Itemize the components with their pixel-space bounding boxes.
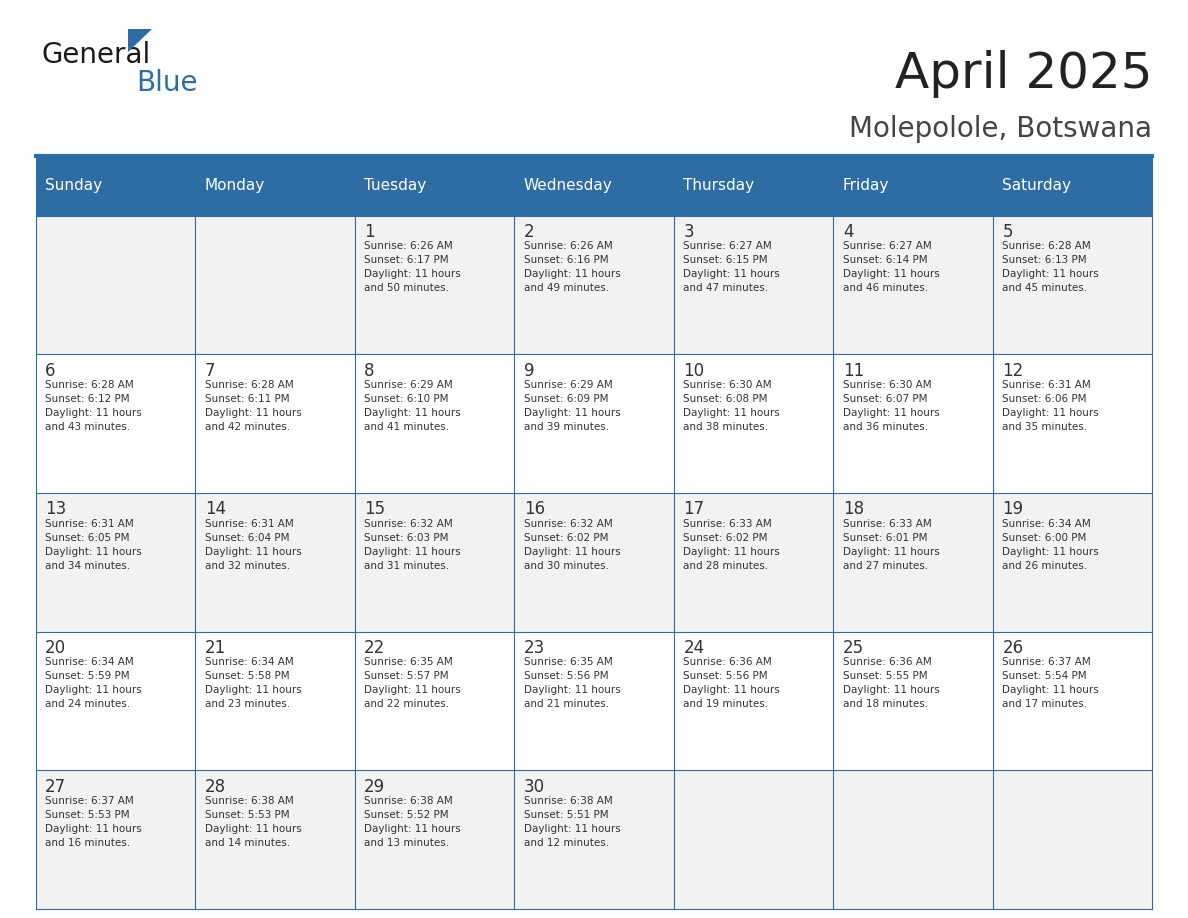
Text: 21: 21	[204, 639, 226, 657]
Text: 17: 17	[683, 500, 704, 519]
Polygon shape	[128, 29, 152, 52]
Text: Wednesday: Wednesday	[524, 178, 613, 194]
Text: 25: 25	[842, 639, 864, 657]
Bar	[36, 770, 1152, 909]
Text: 7: 7	[204, 362, 215, 380]
Text: 30: 30	[524, 778, 545, 796]
Text: Sunrise: 6:28 AM
Sunset: 6:11 PM
Daylight: 11 hours
and 42 minutes.: Sunrise: 6:28 AM Sunset: 6:11 PM Dayligh…	[204, 380, 302, 432]
Bar	[514, 156, 674, 216]
Text: April 2025: April 2025	[895, 50, 1152, 98]
Bar	[674, 156, 833, 216]
Text: 4: 4	[842, 223, 853, 241]
Text: Sunrise: 6:36 AM
Sunset: 5:55 PM
Daylight: 11 hours
and 18 minutes.: Sunrise: 6:36 AM Sunset: 5:55 PM Dayligh…	[842, 657, 940, 710]
Text: 1: 1	[365, 223, 375, 241]
Text: Sunrise: 6:34 AM
Sunset: 6:00 PM
Daylight: 11 hours
and 26 minutes.: Sunrise: 6:34 AM Sunset: 6:00 PM Dayligh…	[1003, 519, 1099, 571]
Text: Sunrise: 6:31 AM
Sunset: 6:05 PM
Daylight: 11 hours
and 34 minutes.: Sunrise: 6:31 AM Sunset: 6:05 PM Dayligh…	[45, 519, 141, 571]
Text: 8: 8	[365, 362, 374, 380]
Bar	[36, 156, 195, 216]
Text: Sunrise: 6:37 AM
Sunset: 5:54 PM
Daylight: 11 hours
and 17 minutes.: Sunrise: 6:37 AM Sunset: 5:54 PM Dayligh…	[1003, 657, 1099, 710]
Text: Sunrise: 6:38 AM
Sunset: 5:51 PM
Daylight: 11 hours
and 12 minutes.: Sunrise: 6:38 AM Sunset: 5:51 PM Dayligh…	[524, 796, 620, 848]
Text: Sunrise: 6:29 AM
Sunset: 6:10 PM
Daylight: 11 hours
and 41 minutes.: Sunrise: 6:29 AM Sunset: 6:10 PM Dayligh…	[365, 380, 461, 432]
Text: 18: 18	[842, 500, 864, 519]
Text: Sunrise: 6:32 AM
Sunset: 6:03 PM
Daylight: 11 hours
and 31 minutes.: Sunrise: 6:32 AM Sunset: 6:03 PM Dayligh…	[365, 519, 461, 571]
Text: Sunrise: 6:36 AM
Sunset: 5:56 PM
Daylight: 11 hours
and 19 minutes.: Sunrise: 6:36 AM Sunset: 5:56 PM Dayligh…	[683, 657, 781, 710]
Text: General: General	[42, 41, 151, 70]
Text: Sunrise: 6:26 AM
Sunset: 6:17 PM
Daylight: 11 hours
and 50 minutes.: Sunrise: 6:26 AM Sunset: 6:17 PM Dayligh…	[365, 241, 461, 294]
Text: 23: 23	[524, 639, 545, 657]
Text: Sunrise: 6:31 AM
Sunset: 6:06 PM
Daylight: 11 hours
and 35 minutes.: Sunrise: 6:31 AM Sunset: 6:06 PM Dayligh…	[1003, 380, 1099, 432]
Bar	[36, 493, 1152, 632]
Text: Sunrise: 6:26 AM
Sunset: 6:16 PM
Daylight: 11 hours
and 49 minutes.: Sunrise: 6:26 AM Sunset: 6:16 PM Dayligh…	[524, 241, 620, 294]
Text: 26: 26	[1003, 639, 1023, 657]
Text: 13: 13	[45, 500, 67, 519]
Text: Sunday: Sunday	[45, 178, 102, 194]
Text: 20: 20	[45, 639, 67, 657]
Text: Sunrise: 6:30 AM
Sunset: 6:07 PM
Daylight: 11 hours
and 36 minutes.: Sunrise: 6:30 AM Sunset: 6:07 PM Dayligh…	[842, 380, 940, 432]
Text: Tuesday: Tuesday	[365, 178, 426, 194]
Text: Sunrise: 6:35 AM
Sunset: 5:57 PM
Daylight: 11 hours
and 22 minutes.: Sunrise: 6:35 AM Sunset: 5:57 PM Dayligh…	[365, 657, 461, 710]
Text: 10: 10	[683, 362, 704, 380]
Text: Sunrise: 6:34 AM
Sunset: 5:59 PM
Daylight: 11 hours
and 24 minutes.: Sunrise: 6:34 AM Sunset: 5:59 PM Dayligh…	[45, 657, 141, 710]
Text: Sunrise: 6:38 AM
Sunset: 5:53 PM
Daylight: 11 hours
and 14 minutes.: Sunrise: 6:38 AM Sunset: 5:53 PM Dayligh…	[204, 796, 302, 848]
Text: Sunrise: 6:31 AM
Sunset: 6:04 PM
Daylight: 11 hours
and 32 minutes.: Sunrise: 6:31 AM Sunset: 6:04 PM Dayligh…	[204, 519, 302, 571]
Text: 28: 28	[204, 778, 226, 796]
Text: Sunrise: 6:32 AM
Sunset: 6:02 PM
Daylight: 11 hours
and 30 minutes.: Sunrise: 6:32 AM Sunset: 6:02 PM Dayligh…	[524, 519, 620, 571]
Text: Sunrise: 6:28 AM
Sunset: 6:13 PM
Daylight: 11 hours
and 45 minutes.: Sunrise: 6:28 AM Sunset: 6:13 PM Dayligh…	[1003, 241, 1099, 294]
Text: Sunrise: 6:34 AM
Sunset: 5:58 PM
Daylight: 11 hours
and 23 minutes.: Sunrise: 6:34 AM Sunset: 5:58 PM Dayligh…	[204, 657, 302, 710]
Text: 9: 9	[524, 362, 535, 380]
Text: Sunrise: 6:33 AM
Sunset: 6:02 PM
Daylight: 11 hours
and 28 minutes.: Sunrise: 6:33 AM Sunset: 6:02 PM Dayligh…	[683, 519, 781, 571]
Text: Saturday: Saturday	[1003, 178, 1072, 194]
Bar	[355, 156, 514, 216]
Text: 5: 5	[1003, 223, 1013, 241]
Text: 15: 15	[365, 500, 385, 519]
Text: Monday: Monday	[204, 178, 265, 194]
Text: 2: 2	[524, 223, 535, 241]
Text: 16: 16	[524, 500, 545, 519]
Text: 6: 6	[45, 362, 56, 380]
Text: Blue: Blue	[137, 69, 198, 97]
Bar	[993, 156, 1152, 216]
Bar	[36, 632, 1152, 770]
Text: Sunrise: 6:27 AM
Sunset: 6:15 PM
Daylight: 11 hours
and 47 minutes.: Sunrise: 6:27 AM Sunset: 6:15 PM Dayligh…	[683, 241, 781, 294]
Text: Sunrise: 6:27 AM
Sunset: 6:14 PM
Daylight: 11 hours
and 46 minutes.: Sunrise: 6:27 AM Sunset: 6:14 PM Dayligh…	[842, 241, 940, 294]
Text: 27: 27	[45, 778, 67, 796]
Text: Sunrise: 6:29 AM
Sunset: 6:09 PM
Daylight: 11 hours
and 39 minutes.: Sunrise: 6:29 AM Sunset: 6:09 PM Dayligh…	[524, 380, 620, 432]
Text: 3: 3	[683, 223, 694, 241]
Text: Thursday: Thursday	[683, 178, 754, 194]
Bar	[36, 216, 1152, 354]
Text: 22: 22	[365, 639, 385, 657]
Text: 14: 14	[204, 500, 226, 519]
Text: 19: 19	[1003, 500, 1023, 519]
Bar	[195, 156, 355, 216]
Text: Friday: Friday	[842, 178, 889, 194]
Text: Sunrise: 6:30 AM
Sunset: 6:08 PM
Daylight: 11 hours
and 38 minutes.: Sunrise: 6:30 AM Sunset: 6:08 PM Dayligh…	[683, 380, 781, 432]
Text: Sunrise: 6:37 AM
Sunset: 5:53 PM
Daylight: 11 hours
and 16 minutes.: Sunrise: 6:37 AM Sunset: 5:53 PM Dayligh…	[45, 796, 141, 848]
Text: Sunrise: 6:38 AM
Sunset: 5:52 PM
Daylight: 11 hours
and 13 minutes.: Sunrise: 6:38 AM Sunset: 5:52 PM Dayligh…	[365, 796, 461, 848]
Text: Sunrise: 6:35 AM
Sunset: 5:56 PM
Daylight: 11 hours
and 21 minutes.: Sunrise: 6:35 AM Sunset: 5:56 PM Dayligh…	[524, 657, 620, 710]
Text: Molepolole, Botswana: Molepolole, Botswana	[849, 115, 1152, 143]
Text: Sunrise: 6:28 AM
Sunset: 6:12 PM
Daylight: 11 hours
and 43 minutes.: Sunrise: 6:28 AM Sunset: 6:12 PM Dayligh…	[45, 380, 141, 432]
Bar	[833, 156, 993, 216]
Text: 24: 24	[683, 639, 704, 657]
Text: Sunrise: 6:33 AM
Sunset: 6:01 PM
Daylight: 11 hours
and 27 minutes.: Sunrise: 6:33 AM Sunset: 6:01 PM Dayligh…	[842, 519, 940, 571]
Text: 11: 11	[842, 362, 864, 380]
Text: 12: 12	[1003, 362, 1024, 380]
Bar	[36, 354, 1152, 493]
Text: 29: 29	[365, 778, 385, 796]
